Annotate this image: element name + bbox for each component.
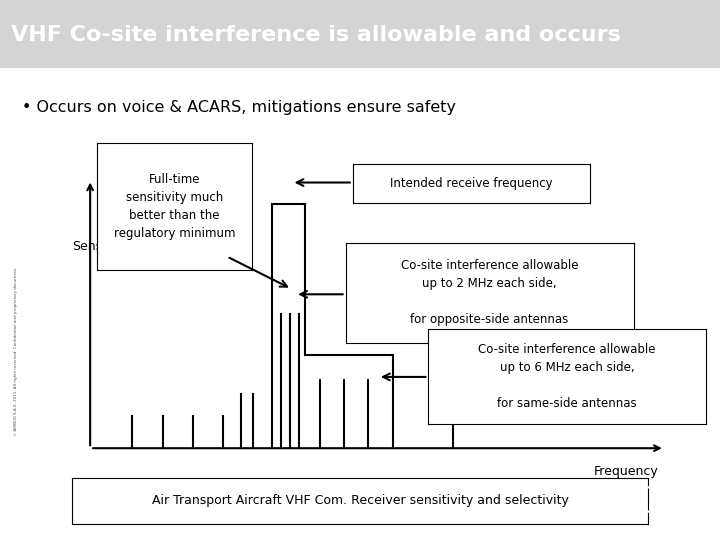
Text: Intended receive frequency: Intended receive frequency [390, 177, 553, 190]
Text: Ⓐ: Ⓐ [660, 490, 672, 509]
Text: Air Transport Aircraft VHF Com. Receiver sensitivity and selectivity: Air Transport Aircraft VHF Com. Receiver… [152, 494, 568, 508]
Text: Full-time
sensitivity much
better than the
regulatory minimum: Full-time sensitivity much better than t… [114, 173, 235, 240]
Text: AIRBUS: AIRBUS [649, 521, 682, 529]
Text: VHF Co-site interference is allowable and occurs: VHF Co-site interference is allowable an… [11, 25, 621, 45]
Text: Frequency: Frequency [594, 465, 659, 478]
Text: • Occurs on voice & ACARS, mitigations ensure safety: • Occurs on voice & ACARS, mitigations e… [22, 100, 456, 115]
Text: © AIRBUS S.A.S. 2011. All rights reserved. Confidential and proprietary document: © AIRBUS S.A.S. 2011. All rights reserve… [14, 266, 18, 436]
Text: Sens: Sens [72, 240, 102, 253]
Text: Co-site interference allowable
up to 6 MHz each side,

for same-side antennas: Co-site interference allowable up to 6 M… [478, 343, 656, 410]
Text: Co-site interference allowable
up to 2 MHz each side,

for opposite-side antenna: Co-site interference allowable up to 2 M… [401, 259, 578, 327]
